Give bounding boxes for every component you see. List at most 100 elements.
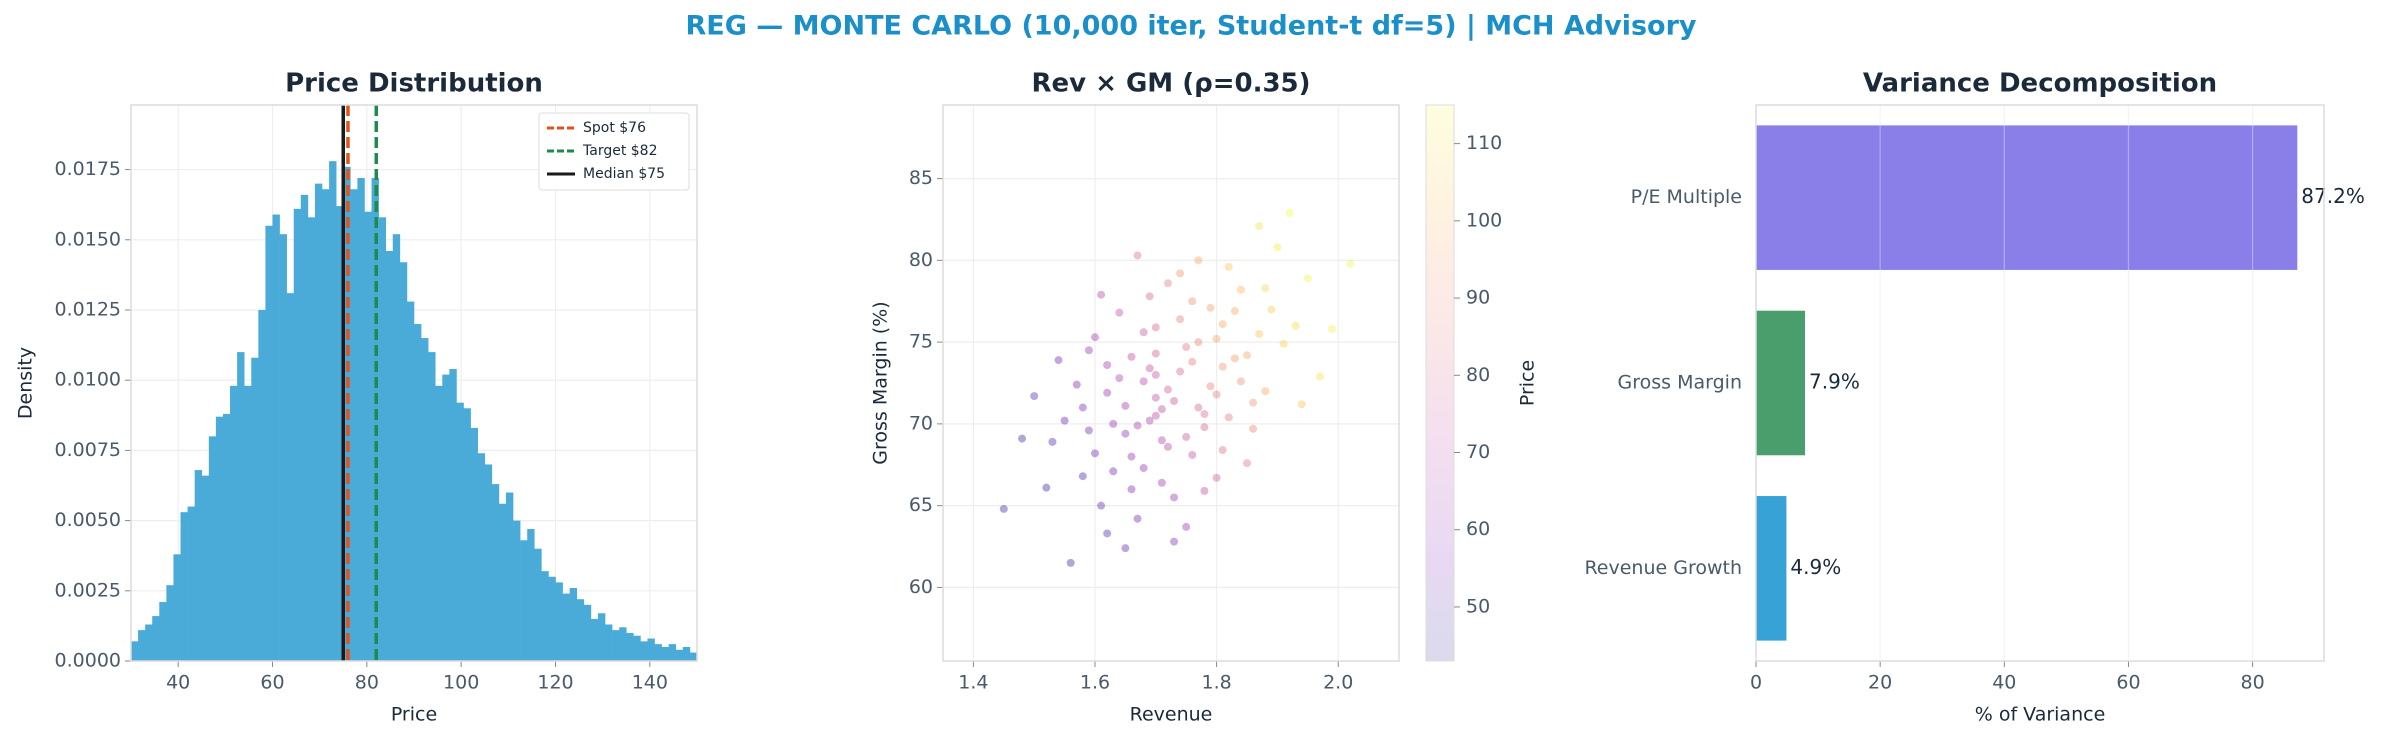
histogram-bar — [159, 602, 167, 661]
scatter-point — [1018, 434, 1027, 443]
scatter-point — [1297, 400, 1306, 409]
scatter-point — [1176, 315, 1185, 324]
scatter-point — [1157, 478, 1166, 487]
scatter-point — [1097, 290, 1106, 299]
scatter-point — [1182, 432, 1191, 441]
scatter-point — [1151, 323, 1160, 332]
x-tick-label: 40 — [1992, 672, 2016, 694]
histogram-bar — [428, 352, 436, 661]
y-tick-label: 0.0150 — [55, 228, 121, 250]
histogram-bar — [286, 293, 295, 661]
scatter-point — [1188, 450, 1197, 459]
scatter-point — [1127, 485, 1136, 494]
histogram-bar — [300, 194, 309, 661]
scatter-point — [1236, 285, 1245, 294]
value-label: 7.9% — [1809, 370, 1860, 394]
subplot-title: Price Distribution — [285, 69, 543, 99]
histogram-bar — [675, 649, 684, 661]
scatter-point — [1103, 529, 1112, 538]
x-tick-label: 1.4 — [958, 672, 988, 694]
histogram-bar — [222, 413, 231, 661]
histogram-bar — [399, 262, 408, 661]
scatter-point — [1279, 339, 1288, 348]
histogram-bar — [626, 632, 634, 661]
scatter-point — [1157, 436, 1166, 445]
scatter-point — [1054, 356, 1063, 365]
histogram-bar — [215, 416, 224, 661]
scatter-point — [1188, 357, 1197, 366]
scatter-point — [1224, 413, 1233, 422]
value-label: 87.2% — [2301, 184, 2365, 208]
scatter-point — [1200, 410, 1209, 419]
histogram-bar — [654, 644, 662, 661]
scatter-point — [1103, 361, 1112, 370]
scatter-point — [1145, 416, 1154, 425]
histogram-bar — [131, 641, 139, 661]
y-axis-label: Gross Margin (%) — [870, 301, 892, 464]
histogram-bar — [406, 301, 415, 661]
histogram-bar — [463, 408, 471, 661]
histogram-bar — [647, 638, 655, 661]
histogram-bar — [201, 475, 210, 661]
histogram-bar — [484, 464, 493, 661]
histogram-bar — [633, 635, 641, 661]
histogram-bar — [555, 582, 563, 661]
scatter-point — [1091, 333, 1099, 342]
x-tick-label: 2.0 — [1323, 672, 1353, 694]
x-tick-label: 80 — [355, 672, 379, 694]
scatter-point — [1151, 370, 1160, 379]
x-tick-label: 100 — [443, 672, 479, 694]
histogram-bar — [541, 571, 549, 661]
colorbar-tick-label: 90 — [1466, 287, 1490, 309]
y-tick-label: 60 — [909, 576, 933, 598]
scatter-point — [1151, 411, 1160, 420]
histogram-bar — [244, 385, 252, 661]
scatter-point — [1212, 473, 1221, 482]
histogram-bar — [392, 234, 401, 661]
colorbar-tick-label: 60 — [1466, 518, 1490, 540]
histogram-bar — [449, 368, 457, 661]
scatter-point — [1224, 262, 1233, 271]
histogram-bar — [152, 616, 160, 661]
colorbar-label: Price — [1517, 360, 1539, 406]
histogram-bar — [322, 189, 330, 661]
histogram-bar — [640, 641, 648, 661]
y-tick-label: 0.0025 — [55, 579, 121, 601]
axes-frame — [942, 104, 1400, 662]
scatter-point — [1121, 401, 1130, 410]
y-tick-label: 0.0100 — [55, 369, 121, 391]
scatter-point — [1218, 446, 1227, 455]
scatter-point — [1133, 421, 1142, 430]
scatter-point — [1084, 426, 1093, 435]
x-tick-label: 120 — [537, 672, 573, 694]
x-tick-label: 60 — [2116, 672, 2140, 694]
histogram-bar — [442, 374, 450, 661]
colorbar-tick-label: 110 — [1466, 132, 1502, 154]
scatter-point — [1091, 449, 1099, 458]
histogram-bar — [258, 309, 266, 661]
scatter-point — [1127, 352, 1136, 361]
histogram-bar — [498, 503, 507, 661]
y-tick-label: 80 — [909, 249, 933, 271]
category-label: P/E Multiple — [1631, 186, 1742, 208]
legend-box — [538, 112, 690, 191]
histogram-bar — [548, 576, 556, 661]
histogram-bar — [187, 506, 195, 661]
histogram-bar — [314, 183, 323, 661]
y-tick-label: 70 — [909, 412, 933, 434]
scatter-point — [1328, 325, 1337, 334]
histogram-bar — [350, 189, 358, 661]
legend-label: Median $75 — [583, 166, 665, 182]
scatter-point — [1133, 251, 1142, 260]
scatter-point — [1291, 321, 1300, 330]
scatter-point — [1163, 279, 1172, 288]
histogram-bar — [378, 217, 386, 661]
scatter-point — [1182, 522, 1191, 531]
scatter-point — [1200, 423, 1209, 432]
scatter-point — [1230, 307, 1239, 316]
x-tick-label: 60 — [260, 672, 284, 694]
scatter-point — [1078, 403, 1087, 412]
histogram-bar — [527, 529, 535, 661]
scatter-point — [1121, 429, 1130, 438]
x-tick-label: 140 — [632, 672, 668, 694]
